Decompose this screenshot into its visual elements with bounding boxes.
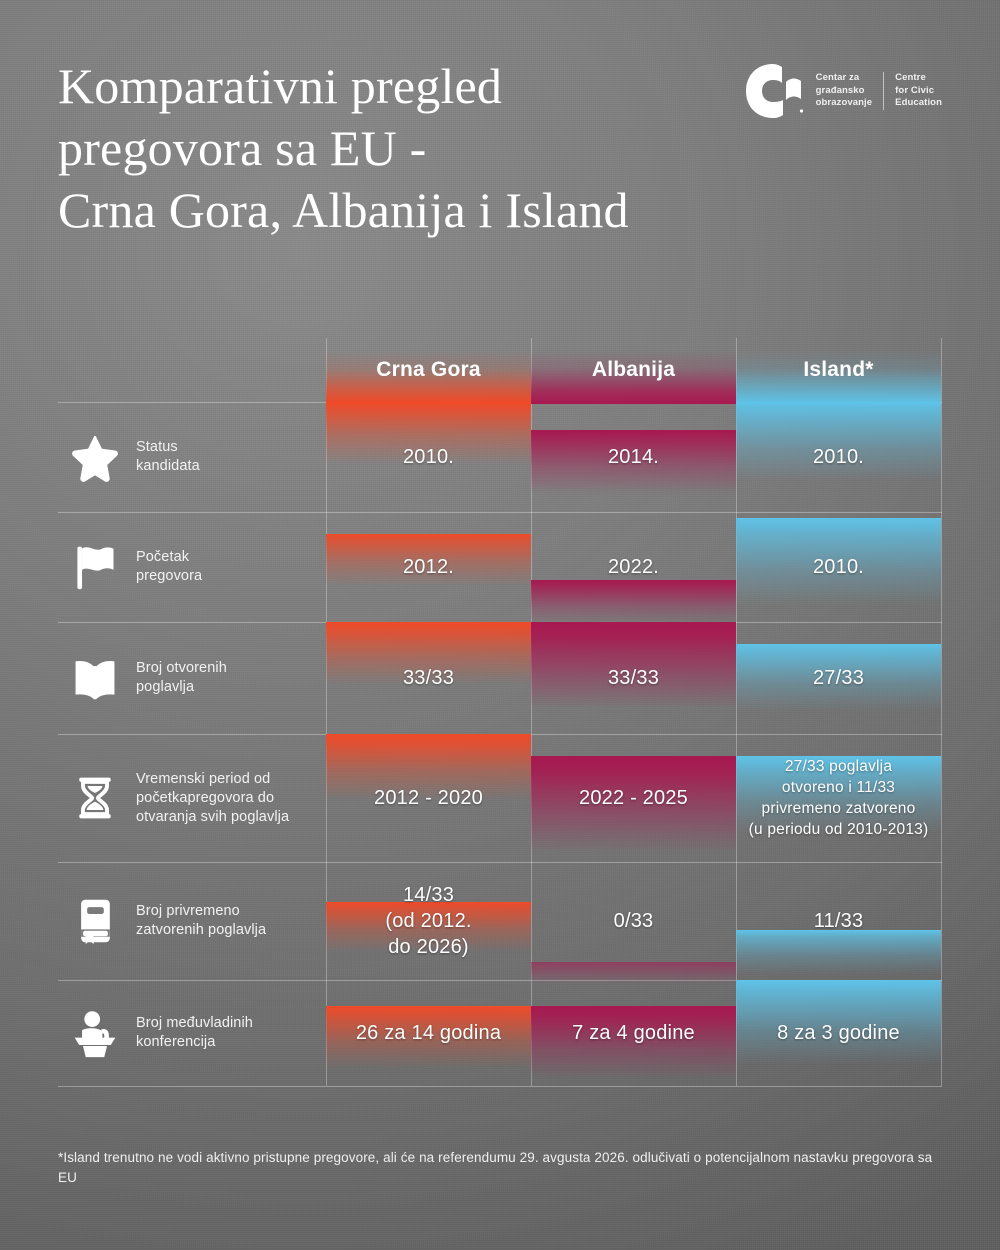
cell-value: 2022 - 2025 xyxy=(579,787,688,809)
table-row: Status kandidata 2010. 2014. 2010. xyxy=(58,402,942,512)
row-divider-6 xyxy=(58,1086,942,1087)
column-header-label: Crna Gora xyxy=(376,358,481,381)
cell-albania: 33/33 xyxy=(531,622,736,734)
cell-montenegro: 26 za 14 godina xyxy=(326,980,531,1086)
cell-value: 27/33 xyxy=(812,667,865,689)
table-row: Broj privremeno zatvorenih poglavlja 14/… xyxy=(58,862,942,984)
column-divider-1 xyxy=(326,338,327,1086)
cell-montenegro: 33/33 xyxy=(326,622,531,734)
cell-value: 2022. xyxy=(607,556,660,578)
column-divider-4 xyxy=(941,338,942,1086)
row-label-cell: Vremenski period od početkapregovora do … xyxy=(58,734,326,862)
logo: Centar za građansko obrazovanje Centre f… xyxy=(743,62,942,120)
cell-montenegro: 2010. xyxy=(326,402,531,512)
cell-iceland: 2010. xyxy=(736,402,941,512)
table-header-row: Crna Gora Albanija Island* xyxy=(58,338,942,404)
cell-montenegro: 2012 - 2020 xyxy=(326,734,531,862)
row-label: Broj privremeno zatvorenih poglavlja xyxy=(136,903,267,938)
row-label: Status kandidata xyxy=(136,439,200,474)
hourglass-icon xyxy=(68,771,122,825)
row-label: Broj otvorenih poglavlja xyxy=(136,660,227,695)
column-header-label: Island* xyxy=(803,358,874,381)
cell-value: 33/33 xyxy=(607,667,660,689)
column-divider-3 xyxy=(736,338,737,1086)
cell-value: 2014. xyxy=(607,446,660,468)
closed-book-bookmark-icon xyxy=(68,894,122,948)
table-row: Broj međuvladinih konferencija 26 za 14 … xyxy=(58,980,942,1086)
column-header-iceland: Island* xyxy=(736,338,941,404)
cell-albania: 2022 - 2025 xyxy=(531,734,736,862)
value-bar-iceland xyxy=(736,930,941,974)
cce-logo-icon xyxy=(743,62,805,120)
comparison-table: Crna Gora Albanija Island* Status ka xyxy=(58,338,942,1087)
row-label: Vremenski period od početkapregovora do … xyxy=(136,770,290,825)
cell-value: 11/33 xyxy=(813,910,864,932)
cell-value: 2010. xyxy=(812,556,865,578)
cell-value: 26 za 14 godina xyxy=(355,1022,502,1044)
cell-value: 14/33 (od 2012. do 2026) xyxy=(385,884,472,958)
cell-albania: 0/33 xyxy=(531,862,736,984)
column-header-albania: Albanija xyxy=(531,338,736,404)
flag-icon xyxy=(68,540,122,594)
column-divider-2 xyxy=(531,338,532,1086)
cell-albania: 2014. xyxy=(531,402,736,512)
row-label: Broj međuvladinih konferencija xyxy=(136,1015,253,1050)
cell-iceland: 2010. xyxy=(736,512,941,622)
header: Komparativni pregled pregovora sa EU - C… xyxy=(0,0,1000,290)
cell-montenegro: 14/33 (od 2012. do 2026) xyxy=(326,862,531,980)
cell-iceland: 27/33 xyxy=(736,622,941,734)
row-divider-1 xyxy=(58,512,942,513)
row-label-cell: Broj privremeno zatvorenih poglavlja xyxy=(58,862,326,980)
row-label: Početak pregovora xyxy=(136,549,203,584)
row-label-cell: Status kandidata xyxy=(58,402,326,512)
star-icon xyxy=(68,430,122,484)
table-row: Vremenski period od početkapregovora do … xyxy=(58,734,942,862)
cell-value: 27/33 poglavlja otvoreno i 11/33 privrem… xyxy=(748,758,929,838)
cell-iceland: 27/33 poglavlja otvoreno i 11/33 privrem… xyxy=(736,734,941,862)
cell-albania: 7 za 4 godine xyxy=(531,980,736,1086)
row-divider-5 xyxy=(58,980,942,981)
speaker-podium-icon xyxy=(68,1006,122,1060)
cell-albania: 2022. xyxy=(531,512,736,624)
cell-iceland: 8 za 3 godine xyxy=(736,980,941,1086)
row-label-cell: Početak pregovora xyxy=(58,512,326,622)
logo-name-en: Centre for Civic Education xyxy=(895,72,942,109)
logo-divider xyxy=(883,72,885,110)
open-book-icon xyxy=(68,651,122,705)
cell-value: 2010. xyxy=(402,446,455,468)
cell-value: 2010. xyxy=(812,446,865,468)
value-bar-albania xyxy=(531,580,736,624)
cell-value: 8 za 3 godine xyxy=(777,1022,900,1044)
cell-value: 33/33 xyxy=(402,667,455,689)
column-header-label: Albanija xyxy=(591,358,676,381)
row-label-cell: Broj međuvladinih konferencija xyxy=(58,980,326,1086)
logo-name-sr: Centar za građansko obrazovanje xyxy=(815,72,873,109)
logo-wordmark: Centar za građansko obrazovanje Centre f… xyxy=(816,72,942,110)
cell-value: 2012 - 2020 xyxy=(374,787,483,809)
row-label-cell: Broj otvorenih poglavlja xyxy=(58,622,326,734)
cell-value: 7 za 4 godine xyxy=(572,1022,695,1044)
column-header-montenegro: Crna Gora xyxy=(326,338,531,404)
cell-value: 2012. xyxy=(402,556,455,578)
table-row: Početak pregovora 2012. 2022. 2010. xyxy=(58,512,942,624)
page-title: Komparativni pregled pregovora sa EU - C… xyxy=(58,58,629,238)
table-row: Broj otvorenih poglavlja 33/33 33/33 27/… xyxy=(58,622,942,734)
cell-iceland: 11/33 xyxy=(736,862,941,980)
header-spacer xyxy=(58,338,326,402)
cell-value: 0/33 xyxy=(613,910,654,932)
cell-montenegro: 2012. xyxy=(326,512,531,622)
footnote: *Island trenutno ne vodi aktivno pristup… xyxy=(58,1150,933,1185)
row-divider-4 xyxy=(58,862,942,863)
